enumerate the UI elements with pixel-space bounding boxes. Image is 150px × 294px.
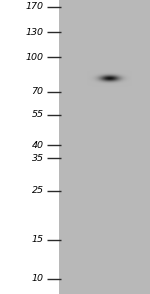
Text: 15: 15 <box>32 235 44 244</box>
Text: 130: 130 <box>26 28 44 37</box>
Text: 170: 170 <box>26 2 44 11</box>
Text: 25: 25 <box>32 186 44 195</box>
Text: 40: 40 <box>32 141 44 150</box>
Text: 10: 10 <box>32 274 44 283</box>
Text: 100: 100 <box>26 53 44 62</box>
Text: 70: 70 <box>32 87 44 96</box>
Text: 35: 35 <box>32 154 44 163</box>
Text: 55: 55 <box>32 110 44 119</box>
Bar <box>59 0 150 294</box>
Bar <box>0 0 59 294</box>
